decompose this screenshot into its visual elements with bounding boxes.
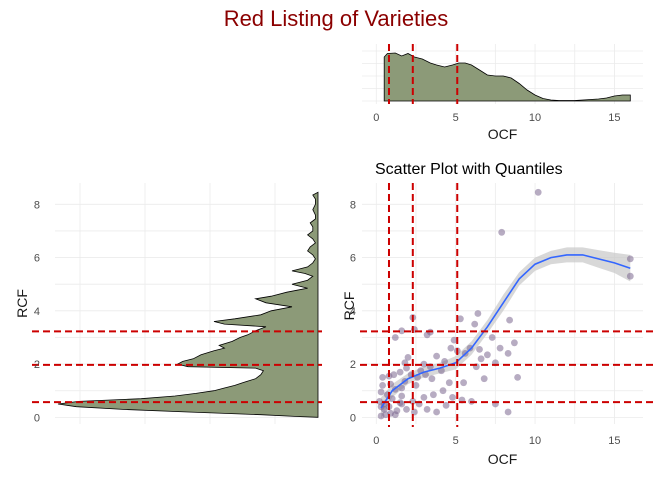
scatter-point xyxy=(460,379,467,387)
scatter-point xyxy=(471,320,479,328)
scatter-point xyxy=(379,374,386,381)
y-tick-label: 6 xyxy=(34,253,40,265)
scatter-point xyxy=(439,387,447,395)
scatter-point xyxy=(398,327,406,335)
scatter-point xyxy=(420,360,428,368)
scatter-point xyxy=(428,375,436,383)
y-tick-label: 0 xyxy=(350,412,356,424)
x-tick-label: 10 xyxy=(529,112,541,124)
y-tick-label: 2 xyxy=(34,359,40,371)
scatter-point xyxy=(442,402,450,409)
scatter-point xyxy=(484,351,491,359)
scatter-point xyxy=(504,350,512,357)
scatter-point xyxy=(449,394,456,401)
smooth-confidence-band xyxy=(381,247,631,419)
scatter-point xyxy=(450,336,458,344)
scatter-point xyxy=(423,406,431,413)
scatter-point xyxy=(477,355,485,363)
scatter-point xyxy=(447,344,455,352)
y-axis-label: RCF xyxy=(341,292,357,321)
x-tick-label: 10 xyxy=(529,435,541,447)
scatter-point xyxy=(377,388,385,396)
scatter-point xyxy=(379,382,386,389)
scatter-point xyxy=(488,334,496,341)
scatter-point xyxy=(466,344,474,352)
scatter-point xyxy=(480,375,488,383)
scatter-point xyxy=(474,310,482,317)
y-tick-label: 2 xyxy=(350,359,356,371)
left-density-panel: 0 2 4 6 8 RCF xyxy=(14,183,322,424)
scatter-point xyxy=(391,334,399,341)
scatter-point xyxy=(476,346,483,353)
scatter-point xyxy=(409,398,417,405)
scatter-point xyxy=(506,316,513,324)
scatter-panel: Scatter Plot with Quantiles 0 5 10 15 0 2 4 6 8 OC… xyxy=(341,161,655,467)
scatter-point xyxy=(411,408,418,416)
scatter-point xyxy=(626,272,634,280)
scatter-point xyxy=(457,315,464,323)
y-tick-label: 6 xyxy=(350,253,356,265)
scatter-point xyxy=(377,412,385,420)
scatter-point xyxy=(511,339,518,347)
y-tick-label: 4 xyxy=(34,306,40,318)
scatter-point xyxy=(433,408,440,416)
scatter-point xyxy=(388,395,396,403)
scatter-point xyxy=(534,188,542,196)
smooth-line xyxy=(380,254,631,409)
scatter-point xyxy=(438,367,445,375)
y-tick-label: 8 xyxy=(350,199,356,211)
x-tick-label: 5 xyxy=(453,112,459,124)
scatter-point xyxy=(514,374,521,381)
density-area xyxy=(383,52,631,102)
density-area xyxy=(57,191,319,418)
top-density-panel: 0 5 10 15 OCF xyxy=(362,44,643,142)
scatter-point xyxy=(412,382,420,389)
scatter-point xyxy=(441,358,448,365)
scatter-point xyxy=(404,354,412,361)
scatter-point xyxy=(504,408,512,416)
x-tick-label: 0 xyxy=(373,435,379,447)
y-axis-label: RCF xyxy=(14,289,30,318)
scatter-point xyxy=(423,331,431,339)
scatter-point xyxy=(391,411,399,419)
scatter-point xyxy=(398,392,406,400)
scatter-point xyxy=(433,352,440,360)
scatter-point xyxy=(396,368,404,376)
main-title: Red Listing of Varieties xyxy=(224,6,449,31)
x-tick-label: 15 xyxy=(608,435,620,447)
x-tick-label: 5 xyxy=(453,435,459,447)
scatter-point xyxy=(430,391,437,399)
chart-title: Scatter Plot with Quantiles xyxy=(375,161,563,178)
scatter-point xyxy=(498,228,506,236)
scatter-point xyxy=(403,406,410,413)
x-tick-label: 15 xyxy=(608,112,620,124)
scatter-point xyxy=(445,379,453,387)
y-tick-label: 8 xyxy=(34,199,40,211)
scatter-point xyxy=(496,344,504,352)
scatter-point xyxy=(420,394,428,401)
scatter-point xyxy=(626,255,634,263)
x-axis-label: OCF xyxy=(488,451,518,467)
y-tick-label: 4 xyxy=(350,306,356,318)
x-axis-label: OCF xyxy=(488,126,518,142)
y-tick-label: 0 xyxy=(34,412,40,424)
x-tick-label: 0 xyxy=(373,112,379,124)
scatter-point xyxy=(398,384,406,392)
scatter-point xyxy=(403,364,410,372)
